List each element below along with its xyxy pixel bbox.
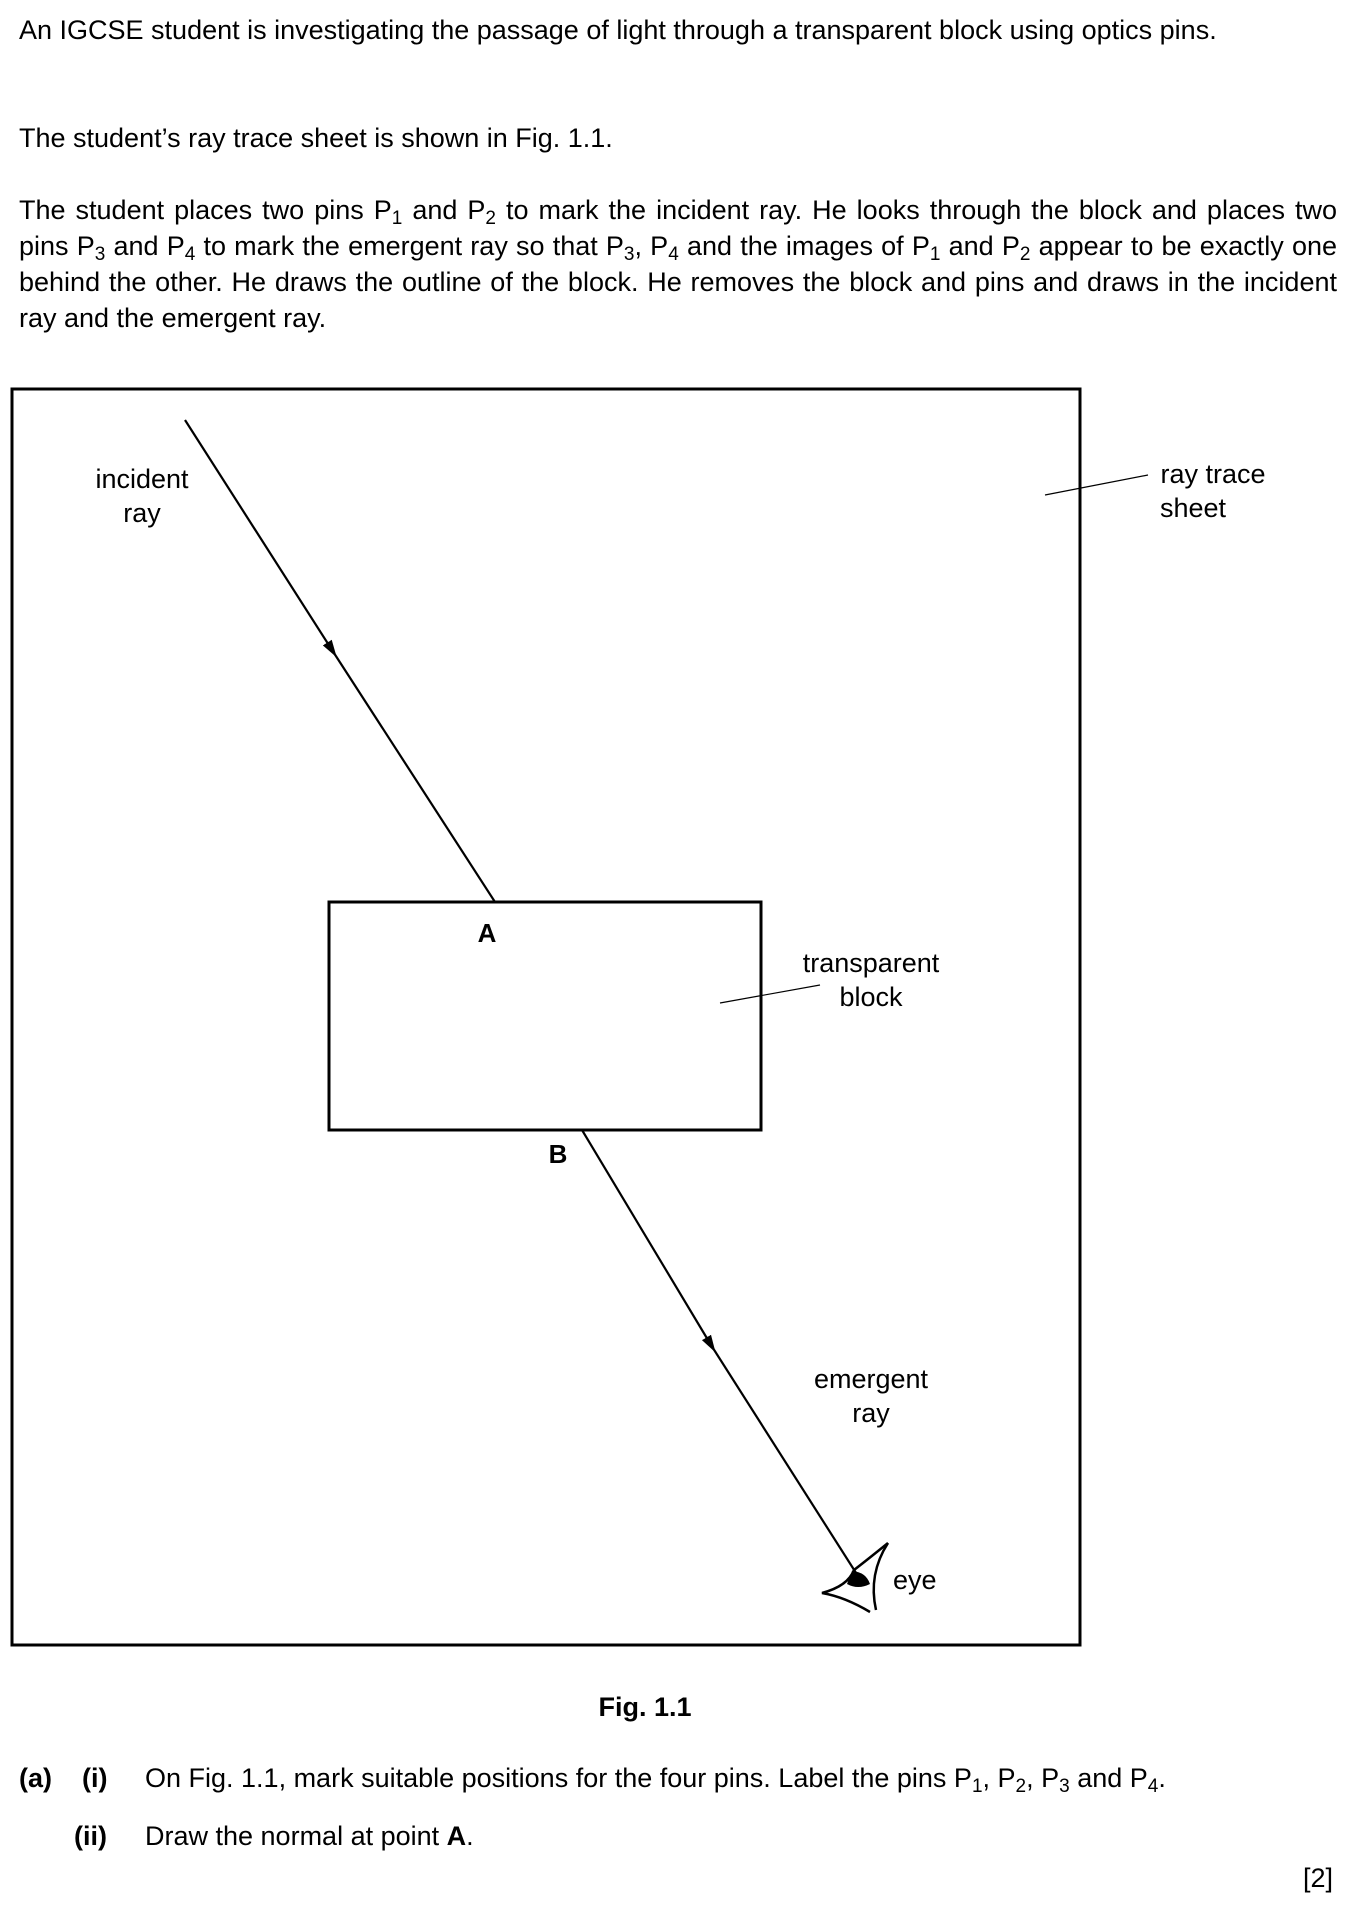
transparent-block [327,900,763,1132]
ray-trace-sheet [10,387,1082,1647]
question-ii-text: Draw the normal at point A. [145,1821,474,1851]
intro-paragraph-1: An IGCSE student is investigating the pa… [19,15,1217,45]
sheet-leader-line [1044,474,1149,496]
sheet-label-line1: ray trace [1160,459,1265,489]
emergent-ray-lower [710,1344,859,1577]
intro-paragraph-3: The student places two pins P1 and P2 to… [19,195,1338,333]
sheet-label-line2: sheet [1160,493,1227,523]
emergent-ray-upper [581,1129,716,1353]
eye-label: eye [893,1565,937,1595]
block-label-line2: block [839,982,903,1012]
incident-ray-label-line1: incident [95,464,189,494]
intro-paragraph-2: The student’s ray trace sheet is shown i… [19,123,613,153]
question-ii-number: (ii) [74,1821,107,1851]
block-label-line1: transparent [803,948,940,978]
incident-ray-label-line2: ray [123,498,161,528]
figure-caption: Fig. 1.1 [598,1692,692,1722]
incident-ray-lower [331,649,496,903]
emergent-ray-label-line1: emergent [814,1364,929,1394]
question-i-number: (i) [82,1763,108,1793]
emergent-ray-label-line2: ray [852,1398,890,1428]
question-i-text: On Fig. 1.1, mark suitable positions for… [145,1763,1166,1797]
point-b-label: B [549,1139,568,1169]
marks-indicator: [2] [1302,1863,1333,1893]
point-a-label: A [478,918,497,948]
eye-icon [821,1542,890,1614]
ray-trace-figure: incident ray ray trace sheet A B transpa… [10,387,1266,1647]
question-part-label: (a) [19,1763,52,1793]
block-leader-line [719,984,821,1004]
incident-ray-upper [184,419,337,658]
